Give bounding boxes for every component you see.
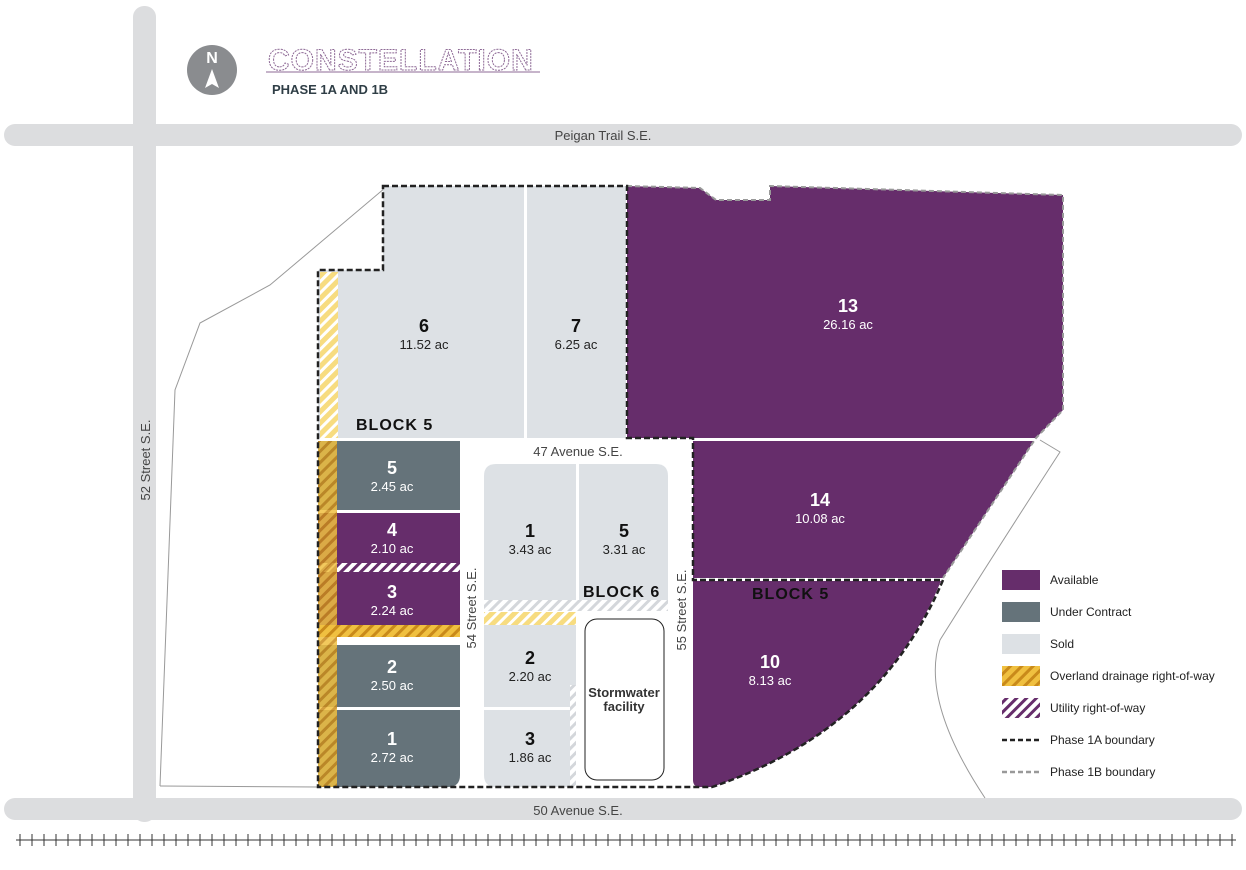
road-50-avenue <box>4 798 1242 820</box>
drainage-row-b5 <box>318 625 460 637</box>
stormwater-label-2: facility <box>603 699 645 714</box>
lot-b5-4[interactable] <box>318 513 460 563</box>
lot-b6-5[interactable] <box>579 464 668 600</box>
phase-1b-boundary <box>626 184 1064 579</box>
lot-area: 2.10 ac <box>371 541 414 556</box>
page-subtitle: PHASE 1A AND 1B <box>272 82 388 97</box>
railway <box>16 834 1236 846</box>
lot-area: 2.72 ac <box>371 750 414 765</box>
lot-number: 3 <box>387 582 397 602</box>
block-6-label: BLOCK 6 <box>583 584 660 601</box>
lot-number: 3 <box>525 729 535 749</box>
road-peigan-trail <box>4 124 1242 146</box>
utility-row-b5 <box>318 563 460 572</box>
lot-area: 6.25 ac <box>555 337 598 352</box>
legend-swatch-drainage <box>1002 666 1040 686</box>
drainage-strip-lot6 <box>320 272 338 438</box>
lot-number: 5 <box>387 458 397 478</box>
label-55-street: 55 Street S.E. <box>674 570 689 651</box>
lot-area: 10.08 ac <box>795 511 845 526</box>
utility-row-b6 <box>484 600 668 611</box>
lot-area: 26.16 ac <box>823 317 873 332</box>
lot-number: 2 <box>387 657 397 677</box>
lot-number: 1 <box>387 729 397 749</box>
lot-number: 7 <box>571 316 581 336</box>
lot-b6-1[interactable] <box>484 464 576 600</box>
lot-number: 6 <box>419 316 429 336</box>
lot-area: 2.45 ac <box>371 479 414 494</box>
lot-b5-3[interactable] <box>318 572 460 625</box>
stormwater-facility[interactable] <box>584 618 665 781</box>
phase-1a-boundary <box>316 184 945 789</box>
lot-area: 8.13 ac <box>749 673 792 688</box>
legend-swatch-sold <box>1002 634 1040 654</box>
lot-number: 2 <box>525 648 535 668</box>
lot-number: 1 <box>525 521 535 541</box>
lot-number: 14 <box>810 490 830 510</box>
block-5-label-top: BLOCK 5 <box>356 417 433 434</box>
lot-b6-3[interactable] <box>484 710 576 787</box>
lot-area: 2.50 ac <box>371 678 414 693</box>
lot-area: 3.43 ac <box>509 542 552 557</box>
lot-b5-2[interactable] <box>318 645 460 707</box>
road-52-street <box>133 6 156 822</box>
stormwater-label: Stormwater <box>588 685 660 700</box>
lot-number: 4 <box>387 520 397 540</box>
drainage-strip-b5 <box>318 441 337 787</box>
legend-label: Sold <box>1050 637 1074 651</box>
lot-number: 13 <box>838 296 858 316</box>
label-50-avenue: 50 Avenue S.E. <box>533 803 622 818</box>
legend-swatch-available <box>1002 570 1040 590</box>
lot-b5-5[interactable] <box>318 441 460 510</box>
legend-label: Phase 1B boundary <box>1050 765 1155 779</box>
site-bottom-line <box>159 785 319 788</box>
legend-label: Phase 1A boundary <box>1050 733 1155 747</box>
legend-swatch-utility <box>1002 698 1040 718</box>
lot-b5-6[interactable] <box>318 186 524 438</box>
lot-area: 2.24 ac <box>371 603 414 618</box>
east-road-outline <box>934 439 1061 799</box>
legend: Available Under Contract Sold Overland d… <box>1002 570 1215 779</box>
north-arrow-shape <box>205 69 219 88</box>
legend-label: Utility right-of-way <box>1050 701 1145 715</box>
lot-b5-10[interactable] <box>693 581 941 787</box>
lot-area: 1.86 ac <box>509 750 552 765</box>
lot-number: 10 <box>760 652 780 672</box>
legend-label: Available <box>1050 573 1099 587</box>
label-peigan-trail: Peigan Trail S.E. <box>555 128 652 143</box>
lot-number: 5 <box>619 521 629 541</box>
lot-area: 2.20 ac <box>509 669 552 684</box>
lot-area: 3.31 ac <box>603 542 646 557</box>
lot-area: 11.52 ac <box>400 337 449 352</box>
label-54-street: 54 Street S.E. <box>464 568 479 649</box>
lot-b5-1[interactable] <box>318 710 460 787</box>
legend-swatch-under-contract <box>1002 602 1040 622</box>
lot-b6-2[interactable] <box>484 625 576 707</box>
site-outline <box>159 187 386 787</box>
legend-label: Overland drainage right-of-way <box>1050 669 1215 683</box>
label-47-avenue: 47 Avenue S.E. <box>533 444 622 459</box>
north-label: N <box>206 50 218 67</box>
utility-strip-b6 <box>570 685 576 787</box>
lot-b5-7[interactable] <box>527 186 626 438</box>
drainage-row-b6 <box>484 612 576 625</box>
block-5-label-right: BLOCK 5 <box>752 586 829 603</box>
lot-b5-14[interactable] <box>693 441 1034 578</box>
lot-b5-13[interactable] <box>627 186 1063 438</box>
legend-label: Under Contract <box>1050 605 1132 619</box>
label-52-street: 52 Street S.E. <box>138 420 153 501</box>
